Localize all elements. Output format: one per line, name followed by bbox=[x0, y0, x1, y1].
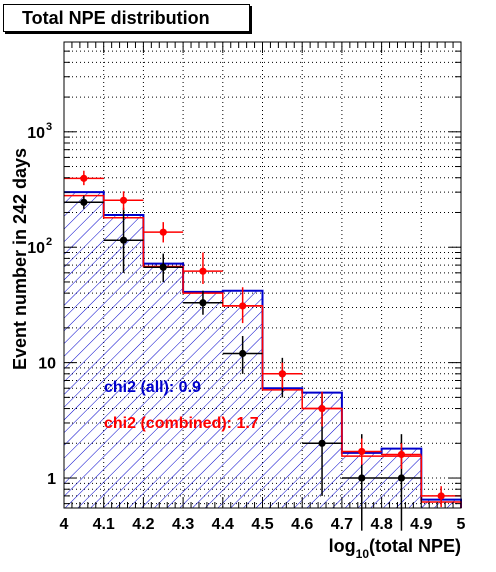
plot-frame bbox=[63, 41, 462, 509]
y-axis-label: Event number in 242 days bbox=[10, 148, 30, 370]
annotations: chi2 (all): 0.9 chi2 (combined): 1.7 bbox=[104, 379, 259, 432]
x-tick-label: 4.8 bbox=[370, 516, 392, 533]
data-point bbox=[119, 196, 128, 204]
x-tick-label: 4.5 bbox=[251, 516, 273, 533]
data-point bbox=[397, 450, 406, 459]
y-tick-exponent: 3 bbox=[46, 121, 52, 133]
data-point bbox=[358, 474, 366, 482]
x-tick-label: 4.7 bbox=[331, 516, 353, 533]
x-tick-label: 4.9 bbox=[410, 516, 432, 533]
x-tick-label: 4.4 bbox=[212, 516, 234, 533]
x-tick-label: 5 bbox=[457, 516, 466, 533]
x-tick-label: 4.6 bbox=[291, 516, 313, 533]
y-tick-exponent: 2 bbox=[46, 236, 52, 248]
x-tick-label: 4.2 bbox=[132, 516, 154, 533]
data-point bbox=[239, 302, 247, 310]
data-point bbox=[318, 404, 326, 413]
data-point bbox=[80, 174, 88, 182]
x-tick-label: 4 bbox=[60, 516, 69, 533]
data-point bbox=[358, 447, 366, 456]
chart-title: Total NPE distribution bbox=[3, 4, 250, 32]
data-point bbox=[199, 267, 207, 275]
y-tick-label: 10 bbox=[38, 356, 56, 373]
data-point bbox=[119, 236, 128, 244]
data-point bbox=[80, 198, 88, 206]
data-point bbox=[278, 370, 286, 378]
data-point bbox=[159, 263, 167, 271]
data-point bbox=[437, 492, 445, 500]
points-layer bbox=[64, 170, 461, 531]
x-axis-label: log10(total NPE) bbox=[329, 536, 461, 561]
histogram-combined-line bbox=[64, 194, 462, 508]
x-tick-label: 4.1 bbox=[93, 516, 115, 533]
y-tick-label: 1 bbox=[47, 471, 56, 488]
data-point bbox=[199, 299, 207, 307]
x-tick-label: 4.3 bbox=[172, 516, 194, 533]
y-tick-label: 10 bbox=[27, 240, 45, 257]
data-point bbox=[159, 228, 167, 236]
data-point bbox=[239, 349, 247, 358]
chi2-annotation: chi2 (combined): 1.7 bbox=[104, 415, 259, 432]
data-point bbox=[397, 474, 406, 482]
y-tick-label: 10 bbox=[27, 125, 45, 142]
data-point bbox=[318, 439, 326, 447]
chi2-annotation: chi2 (all): 0.9 bbox=[104, 379, 201, 396]
